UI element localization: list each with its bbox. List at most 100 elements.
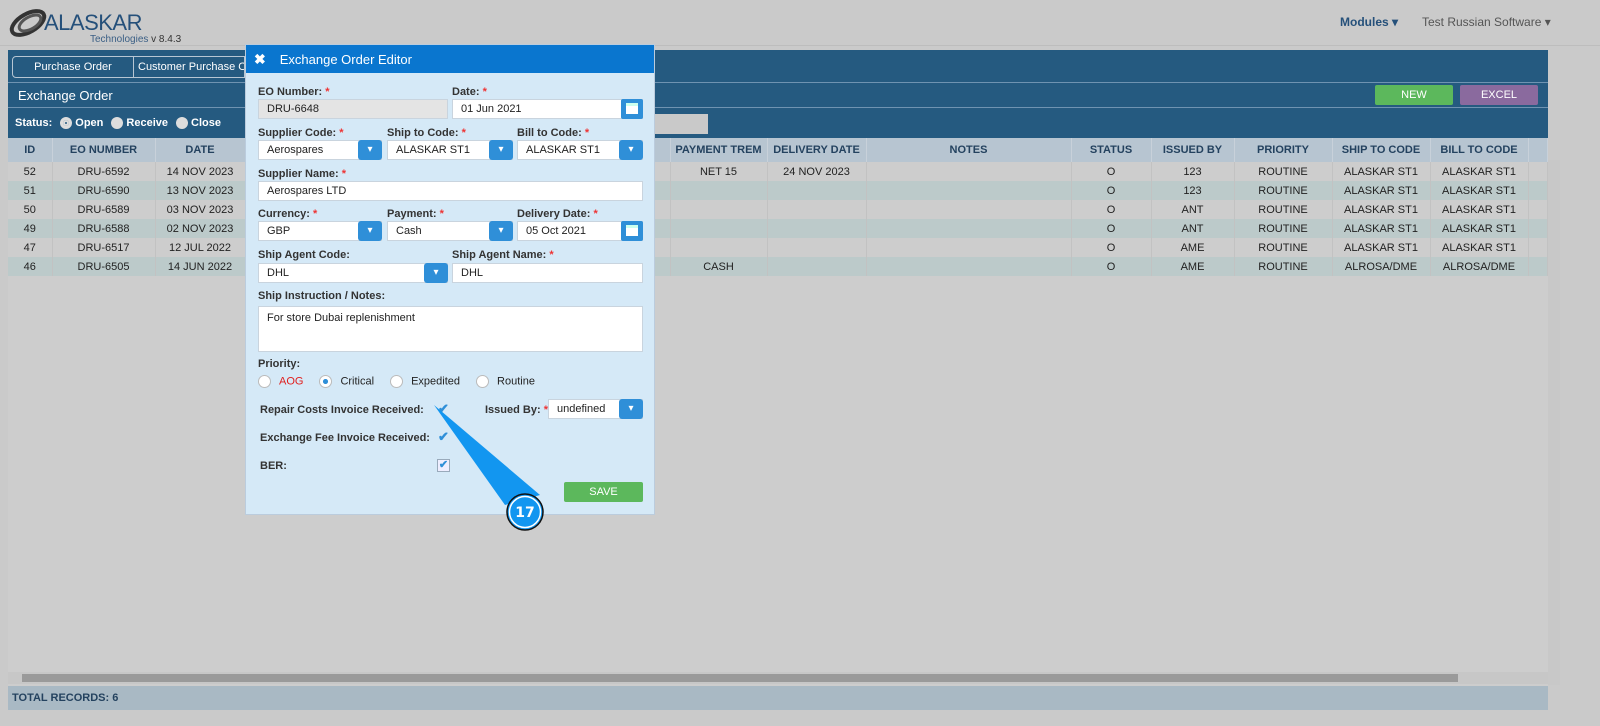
table-cell: AME [1151, 257, 1235, 276]
dialog-title: Exchange Order Editor [279, 52, 412, 67]
chevron-down-icon[interactable]: ▾ [358, 140, 382, 160]
tab-purchase-order[interactable]: Purchase Order [13, 57, 134, 77]
priority-expedited[interactable]: Expedited [390, 375, 460, 388]
save-button[interactable]: SAVE [564, 482, 643, 502]
close-icon[interactable]: ✖ [254, 51, 266, 67]
callout-pointer [434, 405, 540, 505]
logo-subtitle: Technologies v 8.4.3 [90, 34, 182, 45]
table-cell: ALROSA/DME [1430, 257, 1529, 276]
column-header[interactable]: PAYMENT TREM [670, 138, 768, 162]
new-button[interactable]: NEW [1375, 85, 1453, 105]
vertical-scrollbar[interactable] [1548, 160, 1560, 685]
version: v 8.4.3 [151, 34, 182, 45]
table-cell: ROUTINE [1234, 200, 1333, 219]
table-cell: 46 [8, 257, 53, 276]
ship-agent-name-field[interactable]: DHL [452, 263, 643, 283]
table-cell [866, 162, 1072, 181]
column-header[interactable]: ISSUED BY [1151, 138, 1235, 162]
priority-aog[interactable]: AOG [258, 375, 303, 388]
chevron-down-icon[interactable]: ▾ [424, 263, 448, 283]
table-cell: 123 [1151, 181, 1235, 200]
section-bar: Exchange Order [8, 82, 1548, 108]
status-close[interactable]: Close [172, 117, 221, 130]
column-header[interactable]: EO NUMBER [52, 138, 156, 162]
callout-number: 17 [515, 505, 534, 521]
table-cell [1528, 200, 1548, 219]
priority-radio-group: AOG Critical Expedited Routine [258, 375, 535, 388]
priority-critical[interactable]: Critical [319, 375, 374, 388]
search-input[interactable] [653, 114, 708, 134]
table-cell: DRU-6505 [52, 257, 156, 276]
payment-select[interactable]: Cash ▾ [387, 221, 513, 241]
user-menu[interactable]: Test Russian Software ▾ [1422, 15, 1551, 29]
column-header[interactable]: DELIVERY DATE [767, 138, 867, 162]
exchange-fee-checkbox[interactable]: ✔ [438, 429, 449, 444]
table-cell: ROUTINE [1234, 181, 1333, 200]
calendar-icon[interactable] [621, 99, 643, 119]
delivery-date-field[interactable]: 05 Oct 2021 [517, 221, 643, 241]
table-cell [1528, 181, 1548, 200]
table-cell [866, 200, 1072, 219]
status-receive[interactable]: Receive [107, 117, 168, 130]
horizontal-scrollbar[interactable] [8, 672, 1548, 684]
table-cell [767, 257, 867, 276]
column-header[interactable]: STATUS [1071, 138, 1152, 162]
priority-routine[interactable]: Routine [476, 375, 535, 388]
table-cell: ALASKAR ST1 [1430, 162, 1529, 181]
repair-costs-checkbox[interactable]: ✔ [438, 401, 449, 416]
table-cell: CASH [670, 257, 768, 276]
ship-to-code-select[interactable]: ALASKAR ST1 ▾ [387, 140, 513, 160]
column-header[interactable]: BILL TO CODE [1430, 138, 1529, 162]
chevron-down-icon[interactable]: ▾ [358, 221, 382, 241]
table-cell: O [1071, 219, 1152, 238]
column-header[interactable]: PRIORITY [1234, 138, 1333, 162]
date-field[interactable]: 01 Jun 2021 [452, 99, 643, 119]
calendar-icon[interactable] [621, 221, 643, 241]
table-cell: 02 NOV 2023 [155, 219, 246, 238]
notes-textarea[interactable]: For store Dubai replenishment [258, 306, 643, 352]
table-cell: 13 NOV 2023 [155, 181, 246, 200]
status-open[interactable]: Open [56, 117, 103, 130]
table-cell: DRU-6592 [52, 162, 156, 181]
logo[interactable]: ALASKAR Technologies v 8.4.3 [8, 6, 188, 46]
currency-select[interactable]: GBP ▾ [258, 221, 382, 241]
table-cell: DRU-6517 [52, 238, 156, 257]
excel-button[interactable]: EXCEL [1460, 85, 1538, 105]
column-header[interactable]: DATE [155, 138, 246, 162]
table-cell: ALASKAR ST1 [1332, 238, 1431, 257]
table-cell: ANT [1151, 219, 1235, 238]
chevron-down-icon[interactable]: ▾ [489, 140, 513, 160]
date-label: Date: * [452, 86, 487, 98]
eo-number-field[interactable]: DRU-6648 [258, 99, 448, 119]
supplier-code-select[interactable]: Aerospares ▾ [258, 140, 382, 160]
table-cell [1528, 238, 1548, 257]
column-header[interactable]: SHIP TO CODE [1332, 138, 1431, 162]
scrollbar-thumb[interactable] [22, 674, 1458, 682]
table-cell: ROUTINE [1234, 238, 1333, 257]
table-cell [1528, 162, 1548, 181]
supplier-name-field[interactable]: Aerospares LTD [258, 181, 643, 201]
table-cell [767, 219, 867, 238]
ship-to-code-label: Ship to Code: * [387, 127, 466, 139]
chevron-down-icon[interactable]: ▾ [619, 399, 643, 419]
column-header[interactable]: ID [8, 138, 53, 162]
column-header[interactable]: NOTES [866, 138, 1072, 162]
bill-to-code-select[interactable]: ALASKAR ST1 ▾ [517, 140, 643, 160]
issued-by-select[interactable]: undefined ▾ [548, 399, 643, 419]
ber-checkbox[interactable]: ✔ [437, 459, 450, 472]
tab-customer-purchase-order[interactable]: Customer Purchase Order [134, 57, 244, 77]
status-label: Status: [15, 117, 53, 130]
chevron-down-icon[interactable]: ▾ [489, 221, 513, 241]
table-cell [670, 219, 768, 238]
ship-agent-code-select[interactable]: DHL ▾ [258, 263, 448, 283]
priority-label: Priority: [258, 358, 301, 370]
ship-agent-name-label: Ship Agent Name: * [452, 249, 554, 261]
logo-icon [9, 9, 47, 37]
modules-menu[interactable]: Modules ▾ [1340, 15, 1399, 29]
table-cell: 123 [1151, 162, 1235, 181]
currency-label: Currency: * [258, 208, 318, 220]
table-cell [866, 257, 1072, 276]
chevron-down-icon[interactable]: ▾ [619, 140, 643, 160]
table-cell: ALASKAR ST1 [1430, 181, 1529, 200]
table-cell: 51 [8, 181, 53, 200]
